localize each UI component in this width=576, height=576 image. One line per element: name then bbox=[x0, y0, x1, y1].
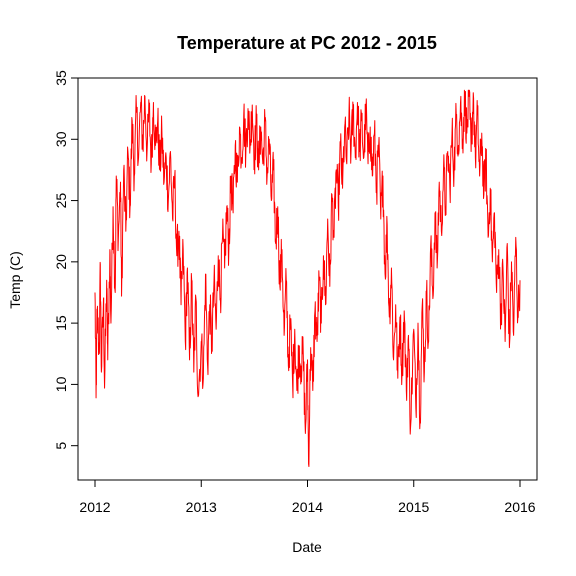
y-tick-label: 30 bbox=[53, 131, 69, 147]
y-tick-label: 5 bbox=[53, 442, 69, 450]
x-tick-label: 2013 bbox=[186, 499, 217, 515]
series-layer bbox=[94, 89, 521, 468]
x-tick-label: 2015 bbox=[398, 499, 429, 515]
chart-title: Temperature at PC 2012 - 2015 bbox=[177, 33, 437, 53]
plot-box bbox=[77, 77, 538, 481]
y-tick-label: 10 bbox=[53, 376, 69, 392]
temperature-series-line bbox=[94, 89, 521, 468]
x-tick-label: 2012 bbox=[79, 499, 110, 515]
y-tick-label: 25 bbox=[53, 193, 69, 209]
x-axis: 2012 2013 2014 2015 2016 bbox=[79, 479, 536, 515]
x-tick-label: 2014 bbox=[292, 499, 323, 515]
y-tick-label: 15 bbox=[53, 315, 69, 331]
x-axis-label: Date bbox=[292, 539, 322, 555]
y-tick-label: 35 bbox=[53, 70, 69, 86]
y-tick-label: 20 bbox=[53, 254, 69, 270]
x-tick-label: 2016 bbox=[504, 499, 535, 515]
y-axis: 5 10 15 20 25 30 35 bbox=[53, 70, 79, 450]
y-axis-label: Temp (C) bbox=[7, 251, 23, 309]
